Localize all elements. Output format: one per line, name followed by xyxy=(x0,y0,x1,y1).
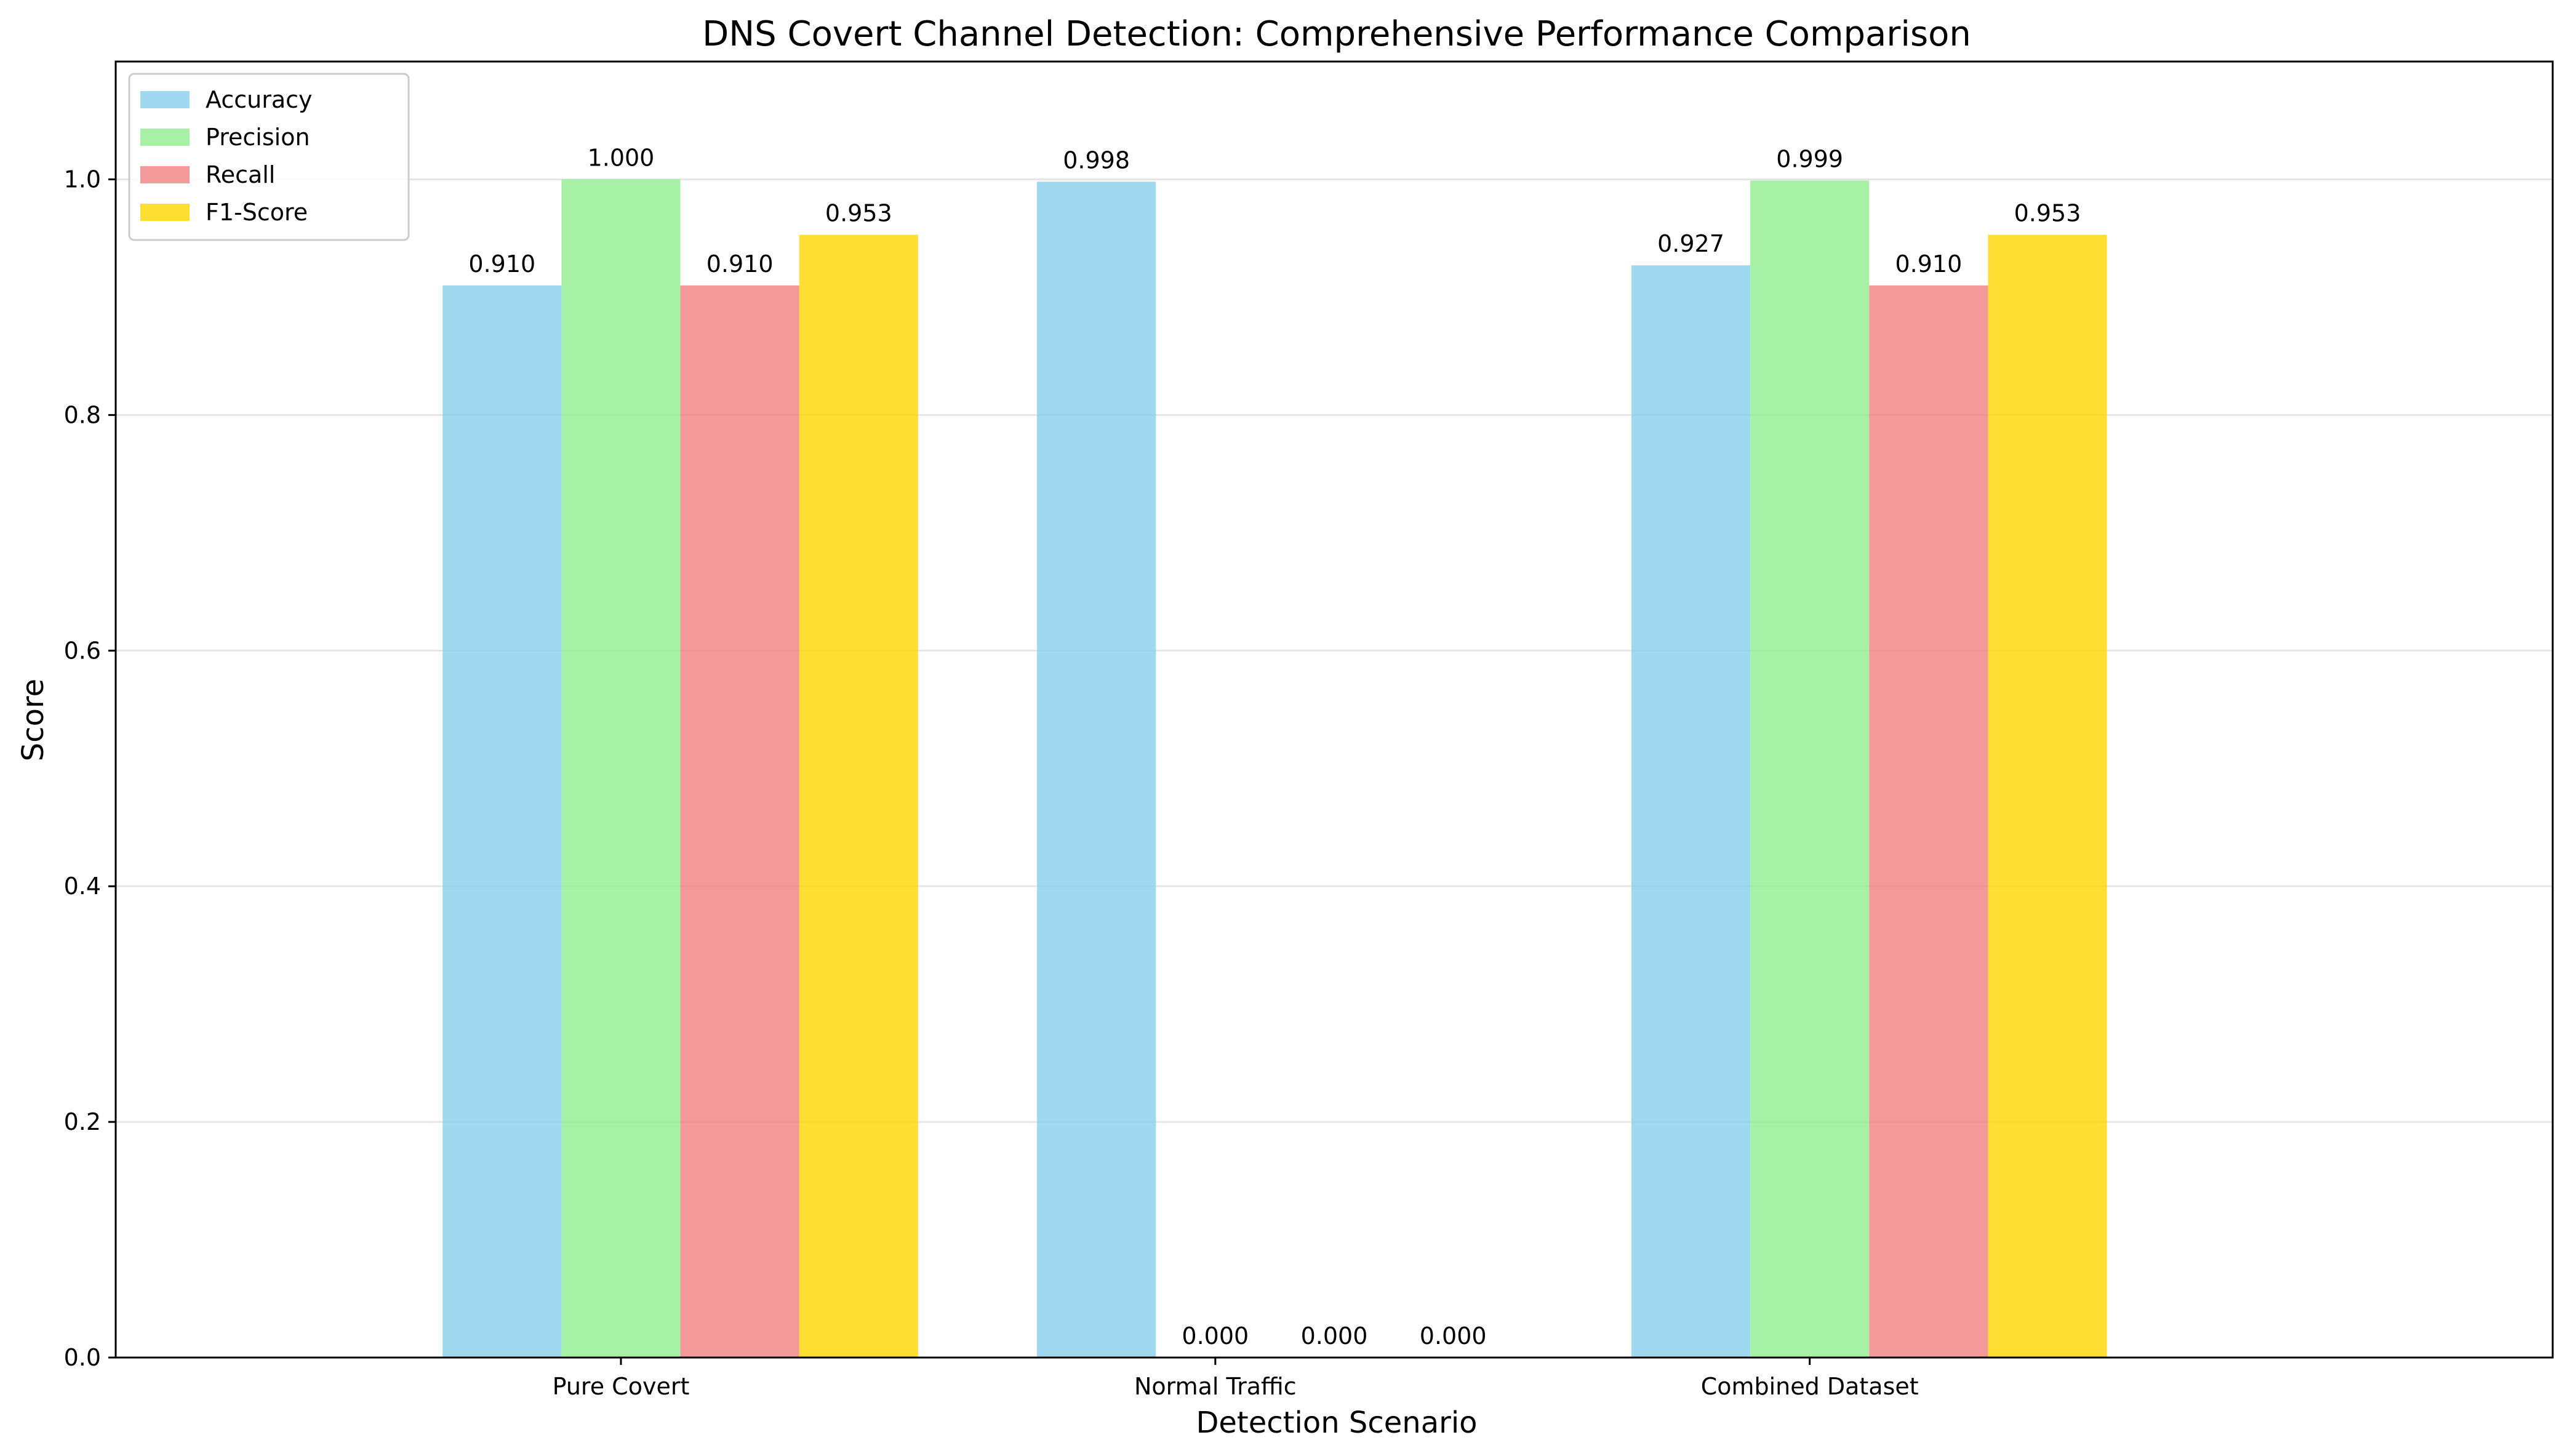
x-tick-label: Combined Dataset xyxy=(1701,1373,1919,1400)
x-tick-label: Normal Traffic xyxy=(1134,1373,1297,1400)
plot-frame xyxy=(114,60,2554,1359)
y-tick-label: 1.0 xyxy=(64,166,101,193)
data-label: 1.000 xyxy=(588,144,655,171)
legend-frame xyxy=(128,73,410,241)
data-label: 0.910 xyxy=(1895,250,1962,278)
legend: Accuracy Precision Recall F1-Score xyxy=(128,73,410,241)
y-tick-label: 0.2 xyxy=(64,1108,101,1135)
data-label: 0.999 xyxy=(1776,145,1843,172)
legend-label: Accuracy xyxy=(206,86,313,113)
data-label: 0.910 xyxy=(706,250,774,278)
data-label: 0.953 xyxy=(2014,199,2081,226)
y-axis-label: Score xyxy=(16,679,50,761)
bar-precision-2 xyxy=(1750,180,1870,1358)
chart-title: DNS Covert Channel Detection: Comprehens… xyxy=(702,14,1971,54)
bar-f1-score-2 xyxy=(1988,234,2107,1358)
bar-precision-0 xyxy=(561,179,681,1358)
y-tick-label: 0.4 xyxy=(64,873,101,900)
bar-recall-2 xyxy=(1869,285,1988,1358)
bar-recall-0 xyxy=(680,285,799,1358)
bar-accuracy-0 xyxy=(442,285,562,1358)
data-label: 0.910 xyxy=(468,250,535,278)
bar-accuracy-2 xyxy=(1631,265,1751,1358)
x-tick-label: Pure Covert xyxy=(553,1373,690,1400)
bar-accuracy-1 xyxy=(1037,182,1156,1358)
legend-swatch xyxy=(140,91,190,108)
data-label: 0.000 xyxy=(1182,1322,1249,1350)
data-label: 0.953 xyxy=(825,199,892,226)
data-labels-layer: 0.910 0.998 0.927 1.000 0.000 0.999 0.910 0.000… xyxy=(468,144,2081,1350)
legend-swatch xyxy=(140,204,190,221)
bar-f1-score-0 xyxy=(799,234,918,1358)
legend-label: F1-Score xyxy=(206,199,308,226)
y-tick-label: 0.0 xyxy=(64,1344,101,1371)
y-tick-label: 0.6 xyxy=(64,637,101,664)
legend-swatch xyxy=(140,129,190,146)
data-label: 0.000 xyxy=(1301,1322,1368,1350)
data-label: 0.000 xyxy=(1420,1322,1487,1350)
axes-layer: 0.0 0.2 0.4 0.6 0.8 1.0 Pure Covert Normal Traf… xyxy=(64,60,2554,1400)
legend-swatch xyxy=(140,166,190,183)
legend-label: Precision xyxy=(206,124,310,151)
data-label: 0.998 xyxy=(1063,146,1130,174)
bars-layer xyxy=(442,179,2107,1358)
data-label: 0.927 xyxy=(1657,230,1724,257)
y-tick-label: 0.8 xyxy=(64,401,101,428)
x-axis-label: Detection Scenario xyxy=(1196,1406,1477,1440)
legend-label: Recall xyxy=(206,161,275,188)
